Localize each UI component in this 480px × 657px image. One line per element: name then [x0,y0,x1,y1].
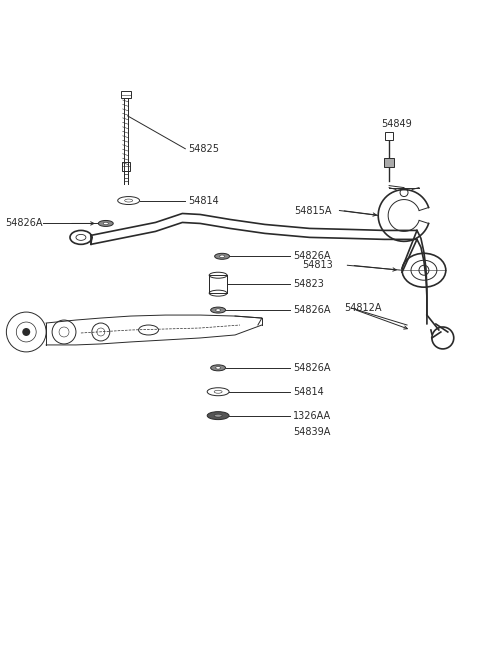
Ellipse shape [220,255,225,258]
Ellipse shape [211,307,226,313]
Ellipse shape [211,365,226,371]
Text: 54813: 54813 [302,260,334,270]
Ellipse shape [216,309,221,311]
FancyBboxPatch shape [120,91,131,98]
Text: 54826A: 54826A [293,252,330,261]
FancyBboxPatch shape [385,132,393,140]
Ellipse shape [207,412,229,420]
Text: 54826A: 54826A [293,305,330,315]
Text: 54815A: 54815A [295,206,332,215]
Text: 54839A: 54839A [293,426,330,436]
Circle shape [22,328,30,336]
FancyBboxPatch shape [209,275,227,293]
Ellipse shape [214,414,222,417]
FancyBboxPatch shape [122,162,130,171]
Text: 1326AA: 1326AA [293,411,331,420]
Text: 54814: 54814 [293,387,324,397]
Text: 54849: 54849 [381,119,412,129]
Text: 54825: 54825 [188,144,219,154]
Ellipse shape [103,222,108,225]
FancyBboxPatch shape [384,158,394,167]
Ellipse shape [216,367,221,369]
Ellipse shape [98,221,113,227]
Ellipse shape [215,254,229,260]
Text: 54812A: 54812A [344,303,382,313]
Text: 54826A: 54826A [293,363,330,373]
Text: 54814: 54814 [188,196,219,206]
Text: 54823: 54823 [293,279,324,289]
Text: 54826A: 54826A [5,218,43,229]
